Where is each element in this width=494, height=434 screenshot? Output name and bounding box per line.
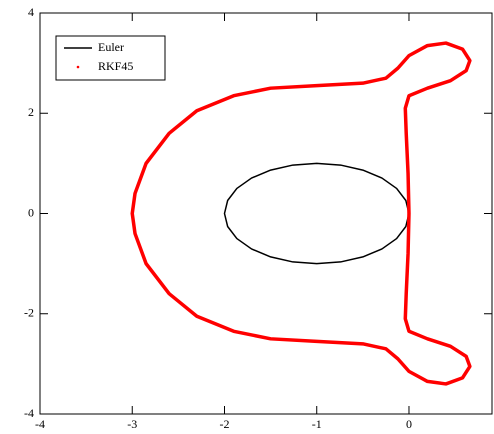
x-tick-label: -3 (127, 417, 137, 431)
rkf45-line (130, 41, 472, 386)
y-tick-label: 2 (28, 105, 34, 119)
x-tick-label: -2 (219, 417, 229, 431)
y-tick-label: 0 (28, 205, 34, 219)
x-tick-label: -1 (312, 417, 322, 431)
y-tick-label: -2 (24, 306, 34, 320)
legend-label: Euler (98, 40, 124, 54)
y-tick-label: -4 (24, 406, 34, 420)
legend-swatch (76, 65, 80, 69)
euler-line (223, 162, 410, 265)
legend-label: RKF45 (98, 59, 133, 73)
legend-box (55, 35, 166, 81)
y-tick-label: 4 (28, 5, 34, 19)
x-tick-label: -4 (35, 417, 45, 431)
x-tick-label: 0 (406, 417, 412, 431)
